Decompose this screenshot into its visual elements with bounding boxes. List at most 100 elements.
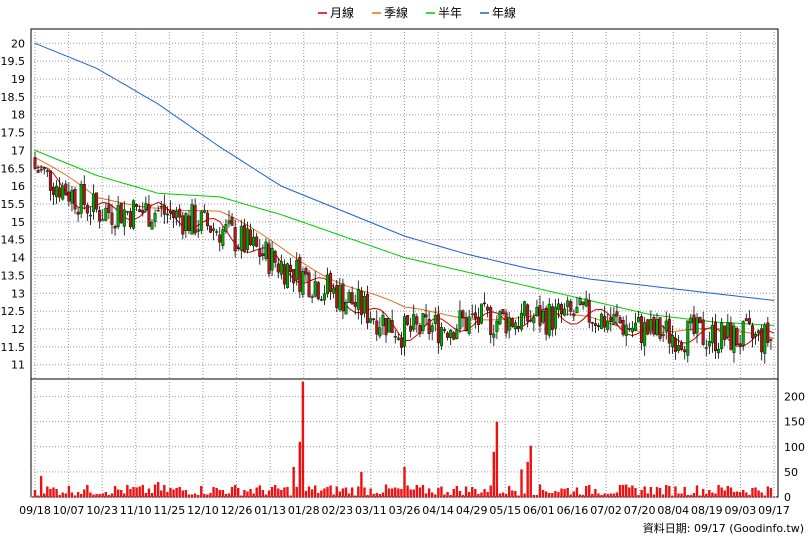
volume-bar [101, 493, 104, 497]
volume-bar [390, 488, 394, 497]
candle-body [45, 170, 49, 172]
volume-bar [317, 492, 320, 497]
price-tick-label: 15.5 [1, 198, 26, 211]
candle-body [227, 220, 231, 224]
volume-bar [123, 493, 126, 497]
volume-bar [301, 381, 305, 497]
candle-body [449, 330, 453, 338]
volume-bar [745, 492, 748, 497]
candle-body [279, 261, 283, 275]
volume-bar [501, 492, 505, 497]
candle-body [695, 317, 699, 334]
volume-bar [277, 488, 280, 497]
volume-bar [658, 487, 662, 497]
price-tick-label: 18.5 [1, 91, 26, 104]
volume-bar [612, 493, 616, 497]
x-tick-label: 10/07 [53, 504, 85, 517]
candle-body [396, 337, 400, 340]
candle-body [430, 325, 434, 332]
candle-body [550, 306, 554, 330]
volume-bar [83, 489, 86, 497]
volume-bar [511, 490, 514, 497]
x-tick-label: 11/25 [154, 504, 186, 517]
x-tick-label: 09/18 [19, 504, 51, 517]
candle-body [304, 267, 308, 275]
candle-body [209, 225, 213, 233]
candle-body [153, 213, 157, 222]
volume-bar [209, 492, 212, 497]
candle-body [233, 227, 237, 252]
candle-body [680, 342, 684, 350]
candle-body [332, 287, 336, 294]
candle-body [516, 325, 520, 329]
candle-body [85, 204, 89, 214]
volume-bar [763, 495, 766, 497]
candle-body [350, 292, 354, 305]
candle-body [141, 209, 145, 214]
candle-body [655, 319, 659, 335]
candle-body [698, 316, 702, 324]
volume-bar [588, 484, 591, 497]
candle-body [261, 253, 265, 256]
volume-bar [480, 492, 483, 497]
candle-body [553, 306, 557, 329]
volume-bar [150, 492, 154, 497]
volume-bar [181, 490, 184, 497]
candle-body [658, 317, 662, 339]
candle-body [433, 315, 437, 324]
volume-bar [415, 484, 419, 497]
price-tick-label: 16.5 [1, 162, 26, 175]
volume-bar [483, 488, 486, 497]
candle-body [498, 311, 502, 325]
volume-bar [243, 489, 246, 497]
volume-bar [452, 488, 455, 497]
candle-body [301, 271, 305, 295]
candle-body [523, 301, 527, 316]
volume-bar [538, 484, 542, 497]
candle-body [101, 219, 105, 221]
candle-body [36, 170, 40, 173]
candle-body [476, 316, 480, 326]
candle-body [541, 310, 545, 323]
candle-body [344, 302, 348, 315]
candle-body [359, 290, 363, 315]
price-tick-label: 18 [11, 109, 25, 122]
volume-bar [369, 488, 372, 497]
volume-bar [76, 491, 80, 497]
volume-bar [261, 489, 265, 497]
volume-bar [467, 491, 471, 497]
legend-label-2: 半年 [438, 6, 462, 20]
candle-body [501, 309, 505, 314]
candle-body [763, 324, 767, 354]
volume-bar [70, 492, 74, 497]
candle-body [264, 241, 268, 259]
volume-bar [116, 489, 120, 497]
candle-body [329, 272, 333, 292]
candle-body [193, 205, 197, 234]
candle-body [686, 320, 690, 356]
volume-bar [147, 488, 151, 497]
volume-bar [160, 490, 163, 497]
volume-bar [437, 487, 440, 497]
candle-body [353, 302, 357, 307]
candle-body [504, 312, 508, 334]
volume-bar [434, 494, 437, 497]
price-panel: 20 19.5 19 18.5 18 17.5 17 16.5 16 15.5 15 14.5 14 13… [1, 28, 779, 380]
volume-bar [766, 486, 770, 497]
volume-bar [732, 491, 736, 497]
volume-bar [406, 485, 409, 497]
volume-bar [264, 494, 268, 497]
candle-body [335, 285, 339, 308]
volume-bar [421, 484, 425, 497]
volume-bar [372, 493, 375, 497]
candle-body [347, 292, 351, 303]
volume-bar [523, 493, 526, 497]
volume-bar [280, 489, 283, 497]
volume-bar [708, 489, 711, 497]
volume-bar [754, 487, 757, 497]
volume-bar [120, 489, 123, 497]
volume-bar [378, 493, 382, 497]
candle-body [618, 317, 622, 324]
volume-bar [711, 492, 714, 497]
